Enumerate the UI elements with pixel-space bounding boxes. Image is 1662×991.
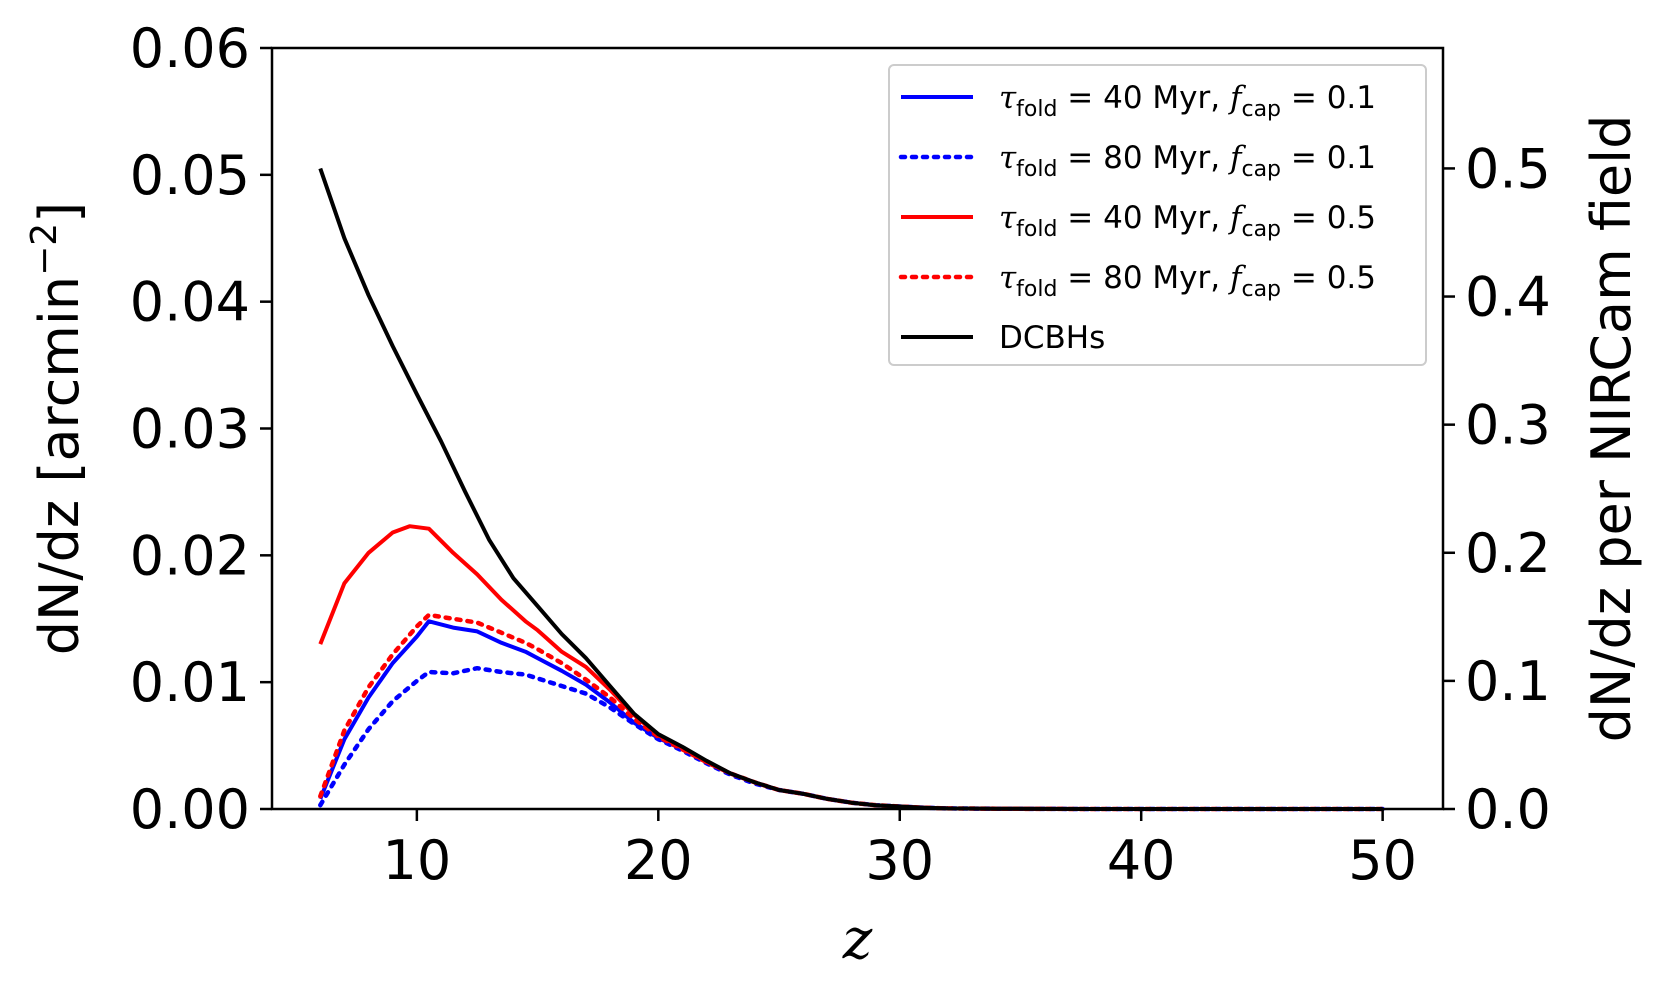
legend-label-tau40_f01: τfold = 40 Myr, fcap = 0.1 xyxy=(999,80,1376,122)
x-tick-label-20: 20 xyxy=(624,829,693,892)
legend-box xyxy=(888,64,1427,366)
legend-part: cap xyxy=(1241,97,1281,122)
series-line-tau80_f01 xyxy=(318,665,1385,812)
y-tick-label-0.01: 0.01 xyxy=(130,651,250,714)
legend-part: fold xyxy=(1016,217,1057,242)
legend-label-tau40_f05: τfold = 40 Myr, fcap = 0.5 xyxy=(999,200,1376,242)
legend-part: = 0.5 xyxy=(1281,260,1376,296)
legend-part: = 80 Myr, xyxy=(1057,140,1230,176)
legend-part: fold xyxy=(1016,97,1057,122)
legend-part: τ xyxy=(999,80,1017,116)
y2-tick-label-0.2: 0.2 xyxy=(1465,522,1551,585)
legend-part: = 0.5 xyxy=(1281,200,1376,236)
y-tick-label-0.05: 0.05 xyxy=(130,144,250,207)
y-axis-right: 0.0 0.1 0.2 0.3 0.4 0.5 xyxy=(1443,137,1551,841)
legend-part: cap xyxy=(1241,157,1281,182)
legend-part: cap xyxy=(1241,277,1281,302)
legend-part: = 0.1 xyxy=(1281,80,1376,116)
y2-tick-label-0.4: 0.4 xyxy=(1465,266,1551,329)
series-line-tau80_f05 xyxy=(318,612,1385,812)
legend-label-tau80_f05: τfold = 80 Myr, fcap = 0.5 xyxy=(999,260,1376,302)
y-tick-label-0.00: 0.00 xyxy=(130,778,250,841)
x-axis-label: z xyxy=(842,907,873,972)
y-axis-left: 0.00 0.01 0.02 0.03 0.04 0.05 0.06 xyxy=(130,17,272,841)
legend-part: = 40 Myr, xyxy=(1057,80,1230,116)
legend-part: τ xyxy=(999,260,1017,296)
legend-part: = 80 Myr, xyxy=(1057,260,1230,296)
series-line-tau40_f01 xyxy=(318,619,1383,811)
legend-label-tau80_f01: τfold = 80 Myr, fcap = 0.1 xyxy=(999,140,1376,182)
y-axis-label: dN/dz [arcmin−2] xyxy=(24,202,91,656)
legend-part: τ xyxy=(999,200,1017,236)
y-tick-label-0.04: 0.04 xyxy=(130,271,250,334)
y-axis-label-close: ] xyxy=(28,202,91,223)
legend-part: fold xyxy=(1016,157,1057,182)
legend-part: τ xyxy=(999,140,1017,176)
y-axis-label-main: dN/dz [arcmin xyxy=(28,276,91,655)
y2-axis-label: dN/dz per NIRCam field xyxy=(1580,115,1643,743)
y-axis-label-sup: −2 xyxy=(24,223,65,276)
legend-part: cap xyxy=(1241,217,1281,242)
y2-tick-label-0.3: 0.3 xyxy=(1465,394,1551,457)
x-tick-label-30: 30 xyxy=(865,829,934,892)
legend-part: = 40 Myr, xyxy=(1057,200,1230,236)
legend-part: = 0.1 xyxy=(1281,140,1376,176)
y-tick-label-0.06: 0.06 xyxy=(130,17,250,80)
legend-label-DCBHs: DCBHs xyxy=(999,320,1105,356)
y2-tick-label-0.1: 0.1 xyxy=(1465,650,1551,713)
legend-part: fold xyxy=(1016,277,1057,302)
y2-tick-label-0.5: 0.5 xyxy=(1465,137,1551,200)
x-tick-label-10: 10 xyxy=(383,829,452,892)
x-tick-label-40: 40 xyxy=(1107,829,1176,892)
x-axis: 10 20 30 40 50 xyxy=(383,809,1417,892)
y2-tick-label-0.0: 0.0 xyxy=(1465,778,1551,841)
x-tick-label-50: 50 xyxy=(1348,829,1417,892)
y-tick-label-0.03: 0.03 xyxy=(130,398,250,461)
y-tick-label-0.02: 0.02 xyxy=(130,524,250,587)
